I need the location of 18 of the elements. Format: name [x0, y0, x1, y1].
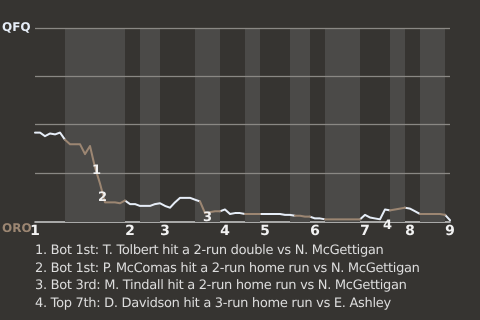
- annotation: 1: [92, 163, 102, 178]
- text: 3. Bot 3rd: M. Tindall hit a 2-run home run vs N. McGettigan: [35, 277, 408, 294]
- text: QFQ: [2, 20, 31, 34]
- x-tick-label: 8: [405, 223, 415, 239]
- x-tick-label: 7: [360, 223, 370, 239]
- text: 2. Bot 1st: P. McComas hit a 2-run home run vs N. McGettigan: [35, 260, 420, 277]
- x-tick-label: 4: [220, 223, 230, 239]
- x-tick-label: 9: [445, 223, 455, 239]
- x-tick-label: 1: [30, 223, 40, 239]
- text: ORO: [2, 221, 32, 235]
- x-tick-label: 6: [310, 223, 320, 239]
- x-tick-label: 3: [160, 223, 170, 239]
- text: 4. Top 7th: D. Davidson hit a 3-run home run vs E. Ashley: [35, 294, 392, 312]
- annotation: 3: [203, 210, 212, 225]
- x-tick-label: 5: [260, 223, 270, 239]
- text: 1. Bot 1st: T. Tolbert hit a 2-run double vs N. McGettigan: [35, 242, 384, 260]
- annotation: 2: [98, 190, 108, 205]
- x-tick-label: 2: [125, 223, 135, 239]
